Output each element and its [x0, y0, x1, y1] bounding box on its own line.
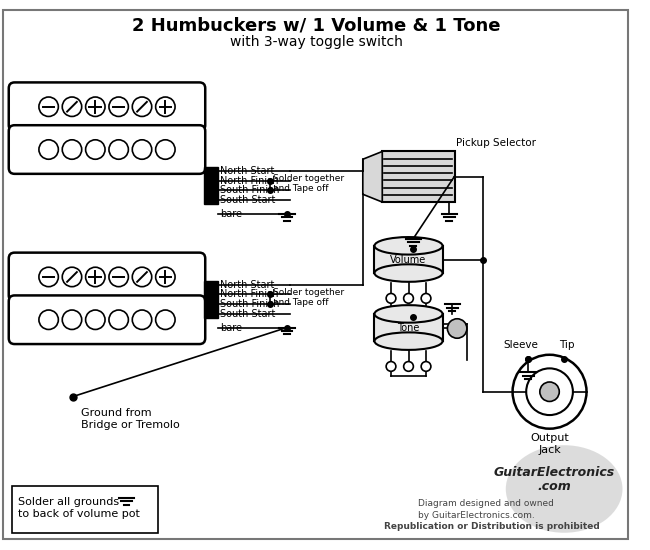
- Circle shape: [39, 310, 58, 329]
- Circle shape: [109, 97, 129, 117]
- Text: South Start: South Start: [220, 195, 275, 205]
- Circle shape: [155, 310, 175, 329]
- Text: North Finish: North Finish: [220, 175, 278, 186]
- Ellipse shape: [374, 332, 443, 350]
- Text: North Start: North Start: [220, 166, 274, 176]
- Circle shape: [109, 310, 129, 329]
- Bar: [382, 151, 455, 202]
- Text: Republication or Distribution is prohibited: Republication or Distribution is prohibi…: [384, 522, 600, 531]
- Text: North Finish: North Finish: [220, 289, 278, 299]
- Text: Solder all grounds: Solder all grounds: [18, 497, 119, 507]
- Text: Pickup Selector: Pickup Selector: [456, 138, 536, 147]
- Circle shape: [62, 267, 82, 287]
- Circle shape: [86, 267, 105, 287]
- Circle shape: [513, 355, 586, 428]
- Text: South Finish: South Finish: [220, 299, 280, 309]
- FancyBboxPatch shape: [8, 82, 205, 131]
- Circle shape: [39, 267, 58, 287]
- Circle shape: [155, 267, 175, 287]
- Text: by GuitarElectronics.com.: by GuitarElectronics.com.: [418, 511, 535, 520]
- Circle shape: [447, 319, 467, 338]
- Bar: [374, 314, 443, 341]
- Circle shape: [86, 97, 105, 117]
- FancyBboxPatch shape: [8, 125, 205, 174]
- Circle shape: [404, 294, 413, 303]
- Circle shape: [526, 368, 573, 415]
- Text: Tip: Tip: [559, 340, 575, 350]
- Text: Diagram designed and owned: Diagram designed and owned: [418, 499, 554, 508]
- Circle shape: [386, 361, 396, 371]
- FancyBboxPatch shape: [8, 252, 205, 301]
- Text: GuitarElectronics: GuitarElectronics: [494, 466, 615, 479]
- Circle shape: [86, 140, 105, 159]
- Circle shape: [109, 267, 129, 287]
- Circle shape: [86, 310, 105, 329]
- Circle shape: [133, 267, 151, 287]
- Circle shape: [404, 361, 413, 371]
- Text: Solder together
and Tape off: Solder together and Tape off: [273, 288, 344, 307]
- Text: with 3-way toggle switch: with 3-way toggle switch: [229, 35, 402, 48]
- Text: Output: Output: [530, 433, 569, 443]
- Circle shape: [540, 382, 559, 402]
- Text: South Start: South Start: [220, 309, 275, 319]
- Text: Volume: Volume: [391, 255, 426, 266]
- Text: 2 Humbuckers w/ 1 Volume & 1 Tone: 2 Humbuckers w/ 1 Volume & 1 Tone: [132, 16, 500, 34]
- Bar: [204, 281, 218, 318]
- Circle shape: [133, 97, 151, 117]
- Text: North Start: North Start: [220, 280, 274, 290]
- Polygon shape: [363, 151, 382, 202]
- Circle shape: [109, 140, 129, 159]
- Text: Sleeve: Sleeve: [503, 340, 538, 350]
- Circle shape: [62, 97, 82, 117]
- Text: to back of volume pot: to back of volume pot: [18, 509, 139, 519]
- Bar: [12, 486, 157, 533]
- Circle shape: [421, 294, 431, 303]
- Circle shape: [39, 97, 58, 117]
- Bar: [204, 167, 218, 204]
- Ellipse shape: [506, 445, 623, 533]
- Text: Jack: Jack: [538, 445, 561, 455]
- Circle shape: [155, 97, 175, 117]
- Circle shape: [39, 140, 58, 159]
- Text: Ground from
Bridge or Tremolo: Ground from Bridge or Tremolo: [81, 408, 179, 430]
- Ellipse shape: [374, 237, 443, 255]
- Circle shape: [62, 310, 82, 329]
- Circle shape: [62, 140, 82, 159]
- Bar: [374, 246, 443, 273]
- Circle shape: [386, 294, 396, 303]
- Circle shape: [421, 361, 431, 371]
- Text: bare: bare: [220, 322, 242, 333]
- Text: South Finish: South Finish: [220, 185, 280, 195]
- Circle shape: [133, 310, 151, 329]
- Ellipse shape: [374, 265, 443, 282]
- Text: Tone: Tone: [397, 323, 420, 333]
- Ellipse shape: [374, 305, 443, 323]
- Text: .com: .com: [538, 480, 571, 493]
- FancyBboxPatch shape: [8, 295, 205, 344]
- Circle shape: [155, 140, 175, 159]
- Circle shape: [133, 140, 151, 159]
- Text: bare: bare: [220, 208, 242, 219]
- Text: Solder together
and Tape off: Solder together and Tape off: [273, 174, 344, 193]
